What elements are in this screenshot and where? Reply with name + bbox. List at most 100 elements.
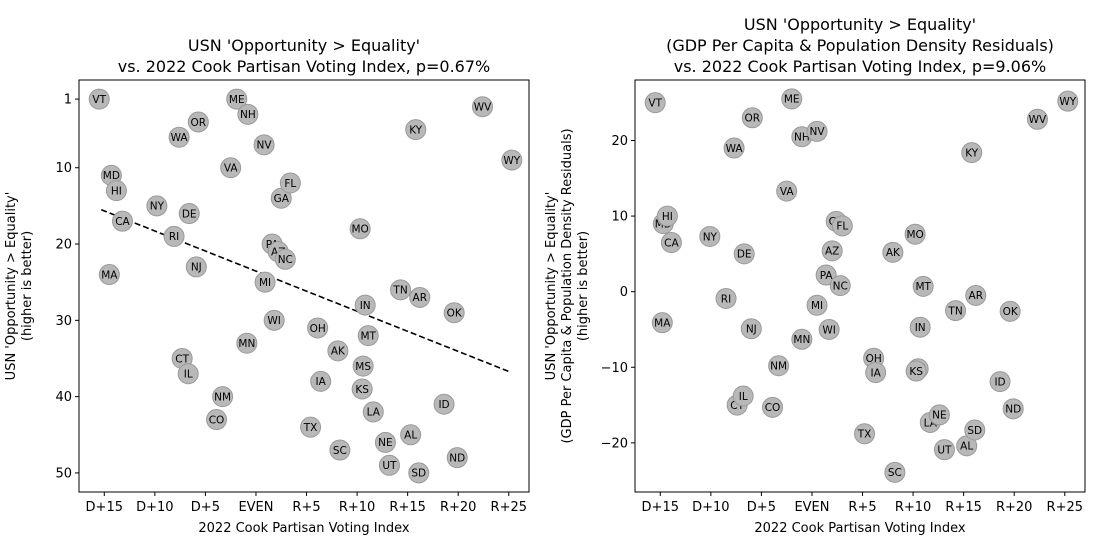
data-point-label: UT — [937, 444, 952, 456]
data-point: NC — [274, 248, 296, 270]
data-point: SC — [329, 439, 351, 461]
data-point-label: KS — [909, 366, 923, 378]
data-point-marker — [912, 275, 934, 297]
data-point-label: MO — [906, 229, 923, 241]
data-point: IL — [732, 385, 754, 407]
data-point-label: NE — [378, 437, 393, 449]
data-point: TN — [390, 279, 412, 301]
data-point: NM — [768, 355, 790, 377]
data-point-label: FL — [284, 178, 296, 190]
y-axis-label-line: USN 'Opportunity > Equality' — [544, 192, 559, 381]
data-point-marker — [928, 404, 950, 426]
data-point-label: TX — [303, 422, 318, 434]
data-point: AR — [409, 286, 431, 308]
data-point: VA — [776, 180, 798, 202]
data-point-label: SC — [888, 467, 902, 479]
data-point-label: VT — [92, 94, 106, 106]
data-point-marker — [378, 454, 400, 476]
data-point: KS — [351, 378, 373, 400]
data-point-marker — [806, 120, 828, 142]
data-point-marker — [723, 137, 745, 159]
data-point: IA — [865, 362, 887, 384]
data-point: IN — [909, 316, 931, 338]
data-point-label: TX — [857, 429, 872, 441]
data-point: CO — [206, 409, 228, 431]
data-point-marker — [274, 248, 296, 270]
data-point-marker — [408, 462, 430, 484]
data-point-label: VA — [224, 163, 239, 175]
data-point-marker — [390, 279, 412, 301]
x-tick-label: EVEN — [238, 500, 273, 515]
data-point-label: NJ — [746, 324, 757, 336]
data-point: WY — [1057, 90, 1079, 112]
data-point-label: ME — [229, 94, 245, 106]
data-point: MA — [98, 264, 120, 286]
data-point: HI — [105, 180, 127, 202]
data-point-label: SD — [967, 425, 982, 437]
data-point: RI — [715, 287, 737, 309]
data-point-marker — [909, 316, 931, 338]
data-point-marker — [644, 92, 666, 114]
data-point-marker — [1026, 108, 1048, 130]
data-point-marker — [1002, 398, 1024, 420]
y-tick-label: 20 — [55, 238, 72, 253]
data-point-label: IL — [739, 391, 748, 403]
y-tick-label: 20 — [611, 134, 628, 149]
data-point-marker — [185, 256, 207, 278]
data-point-marker — [300, 416, 322, 438]
data-point-marker — [715, 287, 737, 309]
data-point: OK — [999, 300, 1021, 322]
data-point: GA — [270, 187, 292, 209]
data-point-marker — [187, 111, 209, 133]
data-point: WI — [818, 318, 840, 340]
data-point-label: IN — [915, 322, 926, 334]
data-point-marker — [146, 195, 168, 217]
data-point-label: GA — [274, 193, 290, 205]
data-point-marker — [178, 203, 200, 225]
data-point-marker — [446, 447, 468, 469]
data-point: MN — [791, 328, 813, 350]
x-tick-label: R+5 — [848, 500, 876, 515]
y-tick-label: 10 — [55, 161, 72, 176]
data-point: TX — [300, 416, 322, 438]
data-point: ND — [446, 447, 468, 469]
data-point-marker — [806, 294, 828, 316]
data-point: NJ — [185, 256, 207, 278]
data-point-label: NM — [770, 361, 787, 373]
data-point-label: MA — [654, 317, 671, 329]
data-point-marker — [865, 362, 887, 384]
data-point: MI — [254, 271, 276, 293]
data-point-label: NY — [703, 231, 718, 243]
data-point-marker — [163, 225, 185, 247]
data-point: DE — [178, 203, 200, 225]
data-point-label: OR — [745, 113, 761, 125]
data-point-marker — [501, 149, 523, 171]
x-tick-label: D+10 — [692, 500, 729, 515]
chart-title-line: USN 'Opportunity > Equality' — [744, 15, 976, 34]
data-point-label: OR — [191, 117, 207, 129]
data-point-marker — [884, 461, 906, 483]
data-point: IN — [354, 294, 376, 316]
data-point-marker — [362, 401, 384, 423]
data-point-marker — [945, 300, 967, 322]
data-point-marker — [329, 439, 351, 461]
data-point-marker — [933, 439, 955, 461]
data-point: MO — [349, 218, 371, 240]
data-point: SC — [884, 461, 906, 483]
data-point-label: AR — [969, 290, 983, 302]
chart-title-line: USN 'Opportunity > Equality' — [188, 36, 420, 55]
data-point-label: AK — [331, 346, 346, 358]
data-point-marker — [279, 172, 301, 194]
data-point: IA — [310, 370, 332, 392]
data-point-marker — [831, 215, 853, 237]
data-point: CO — [762, 396, 784, 418]
data-point-label: TN — [947, 305, 962, 317]
data-point-marker — [263, 309, 285, 331]
data-point: FL — [831, 215, 853, 237]
data-point-label: SC — [333, 445, 347, 457]
data-point: KY — [961, 142, 983, 164]
data-point: WA — [168, 126, 190, 148]
data-point-label: OH — [310, 323, 326, 335]
data-point-label: NV — [257, 140, 273, 152]
data-point-marker — [741, 107, 763, 129]
